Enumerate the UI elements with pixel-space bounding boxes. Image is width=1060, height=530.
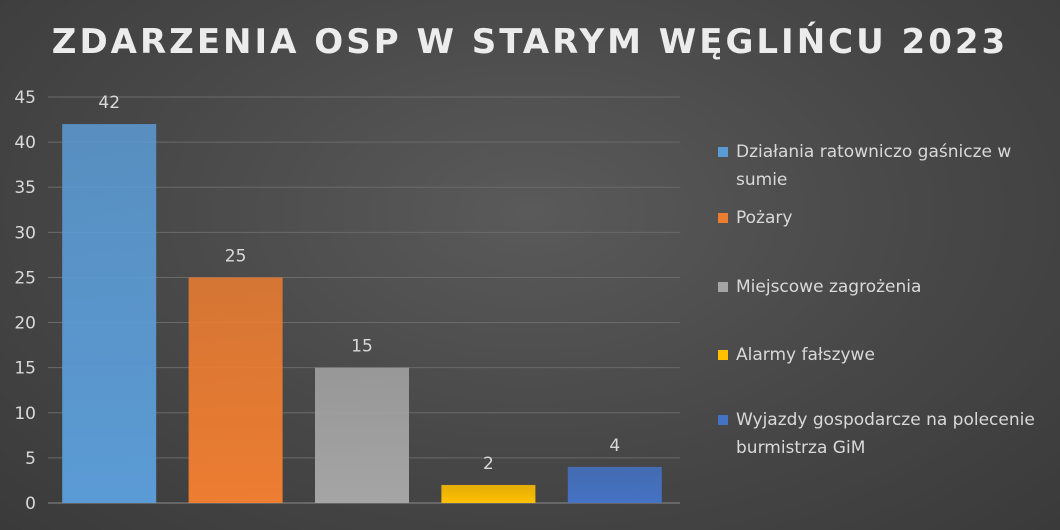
chart-title: ZDARZENIA OSP W STARYM WĘGLIŃCU 2023 (51, 22, 1009, 62)
legend-item: Alarmy fałszywe (718, 341, 1058, 369)
legend-label: Miejscowe zagrożenia (736, 277, 922, 297)
legend-swatch (718, 213, 728, 223)
legend-swatch (718, 415, 728, 425)
legend-item: Działania ratowniczo gaśnicze w sumie (718, 138, 1058, 194)
data-label: 42 (98, 93, 120, 113)
bar-3 (315, 367, 409, 503)
y-tick-label: 25 (14, 268, 36, 288)
legend-item: Miejscowe zagrożenia (718, 273, 1058, 301)
bar-1 (62, 124, 157, 504)
data-label: 25 (225, 246, 247, 266)
data-label: 4 (609, 436, 620, 456)
y-tick-label: 20 (14, 314, 36, 334)
y-tick-label: 30 (14, 223, 36, 243)
y-tick-label: 40 (14, 133, 36, 153)
data-label: 2 (483, 454, 494, 474)
y-tick-label: 5 (25, 449, 36, 469)
legend-item: Pożary (718, 204, 1058, 232)
legend-label: Alarmy fałszywe (736, 345, 875, 365)
y-tick-label: 10 (14, 404, 36, 424)
bar-5 (567, 466, 662, 503)
legend-swatch (718, 350, 728, 360)
legend-label: Pożary (736, 208, 793, 228)
legend-item: Wyjazdy gospodarcze na polecenie burmist… (718, 406, 1058, 462)
legend-label: Wyjazdy gospodarcze na polecenie burmist… (736, 410, 1035, 458)
y-tick-label: 0 (25, 494, 36, 514)
legend-label: Działania ratowniczo gaśnicze w sumie (736, 142, 1012, 190)
bar-4 (441, 484, 536, 503)
y-tick-label: 45 (14, 88, 36, 108)
legend-swatch (718, 282, 728, 292)
data-label: 15 (351, 337, 373, 357)
bar-2 (188, 277, 283, 503)
legend-swatch (718, 147, 728, 157)
y-tick-label: 35 (14, 178, 36, 198)
y-tick-label: 15 (14, 359, 36, 379)
